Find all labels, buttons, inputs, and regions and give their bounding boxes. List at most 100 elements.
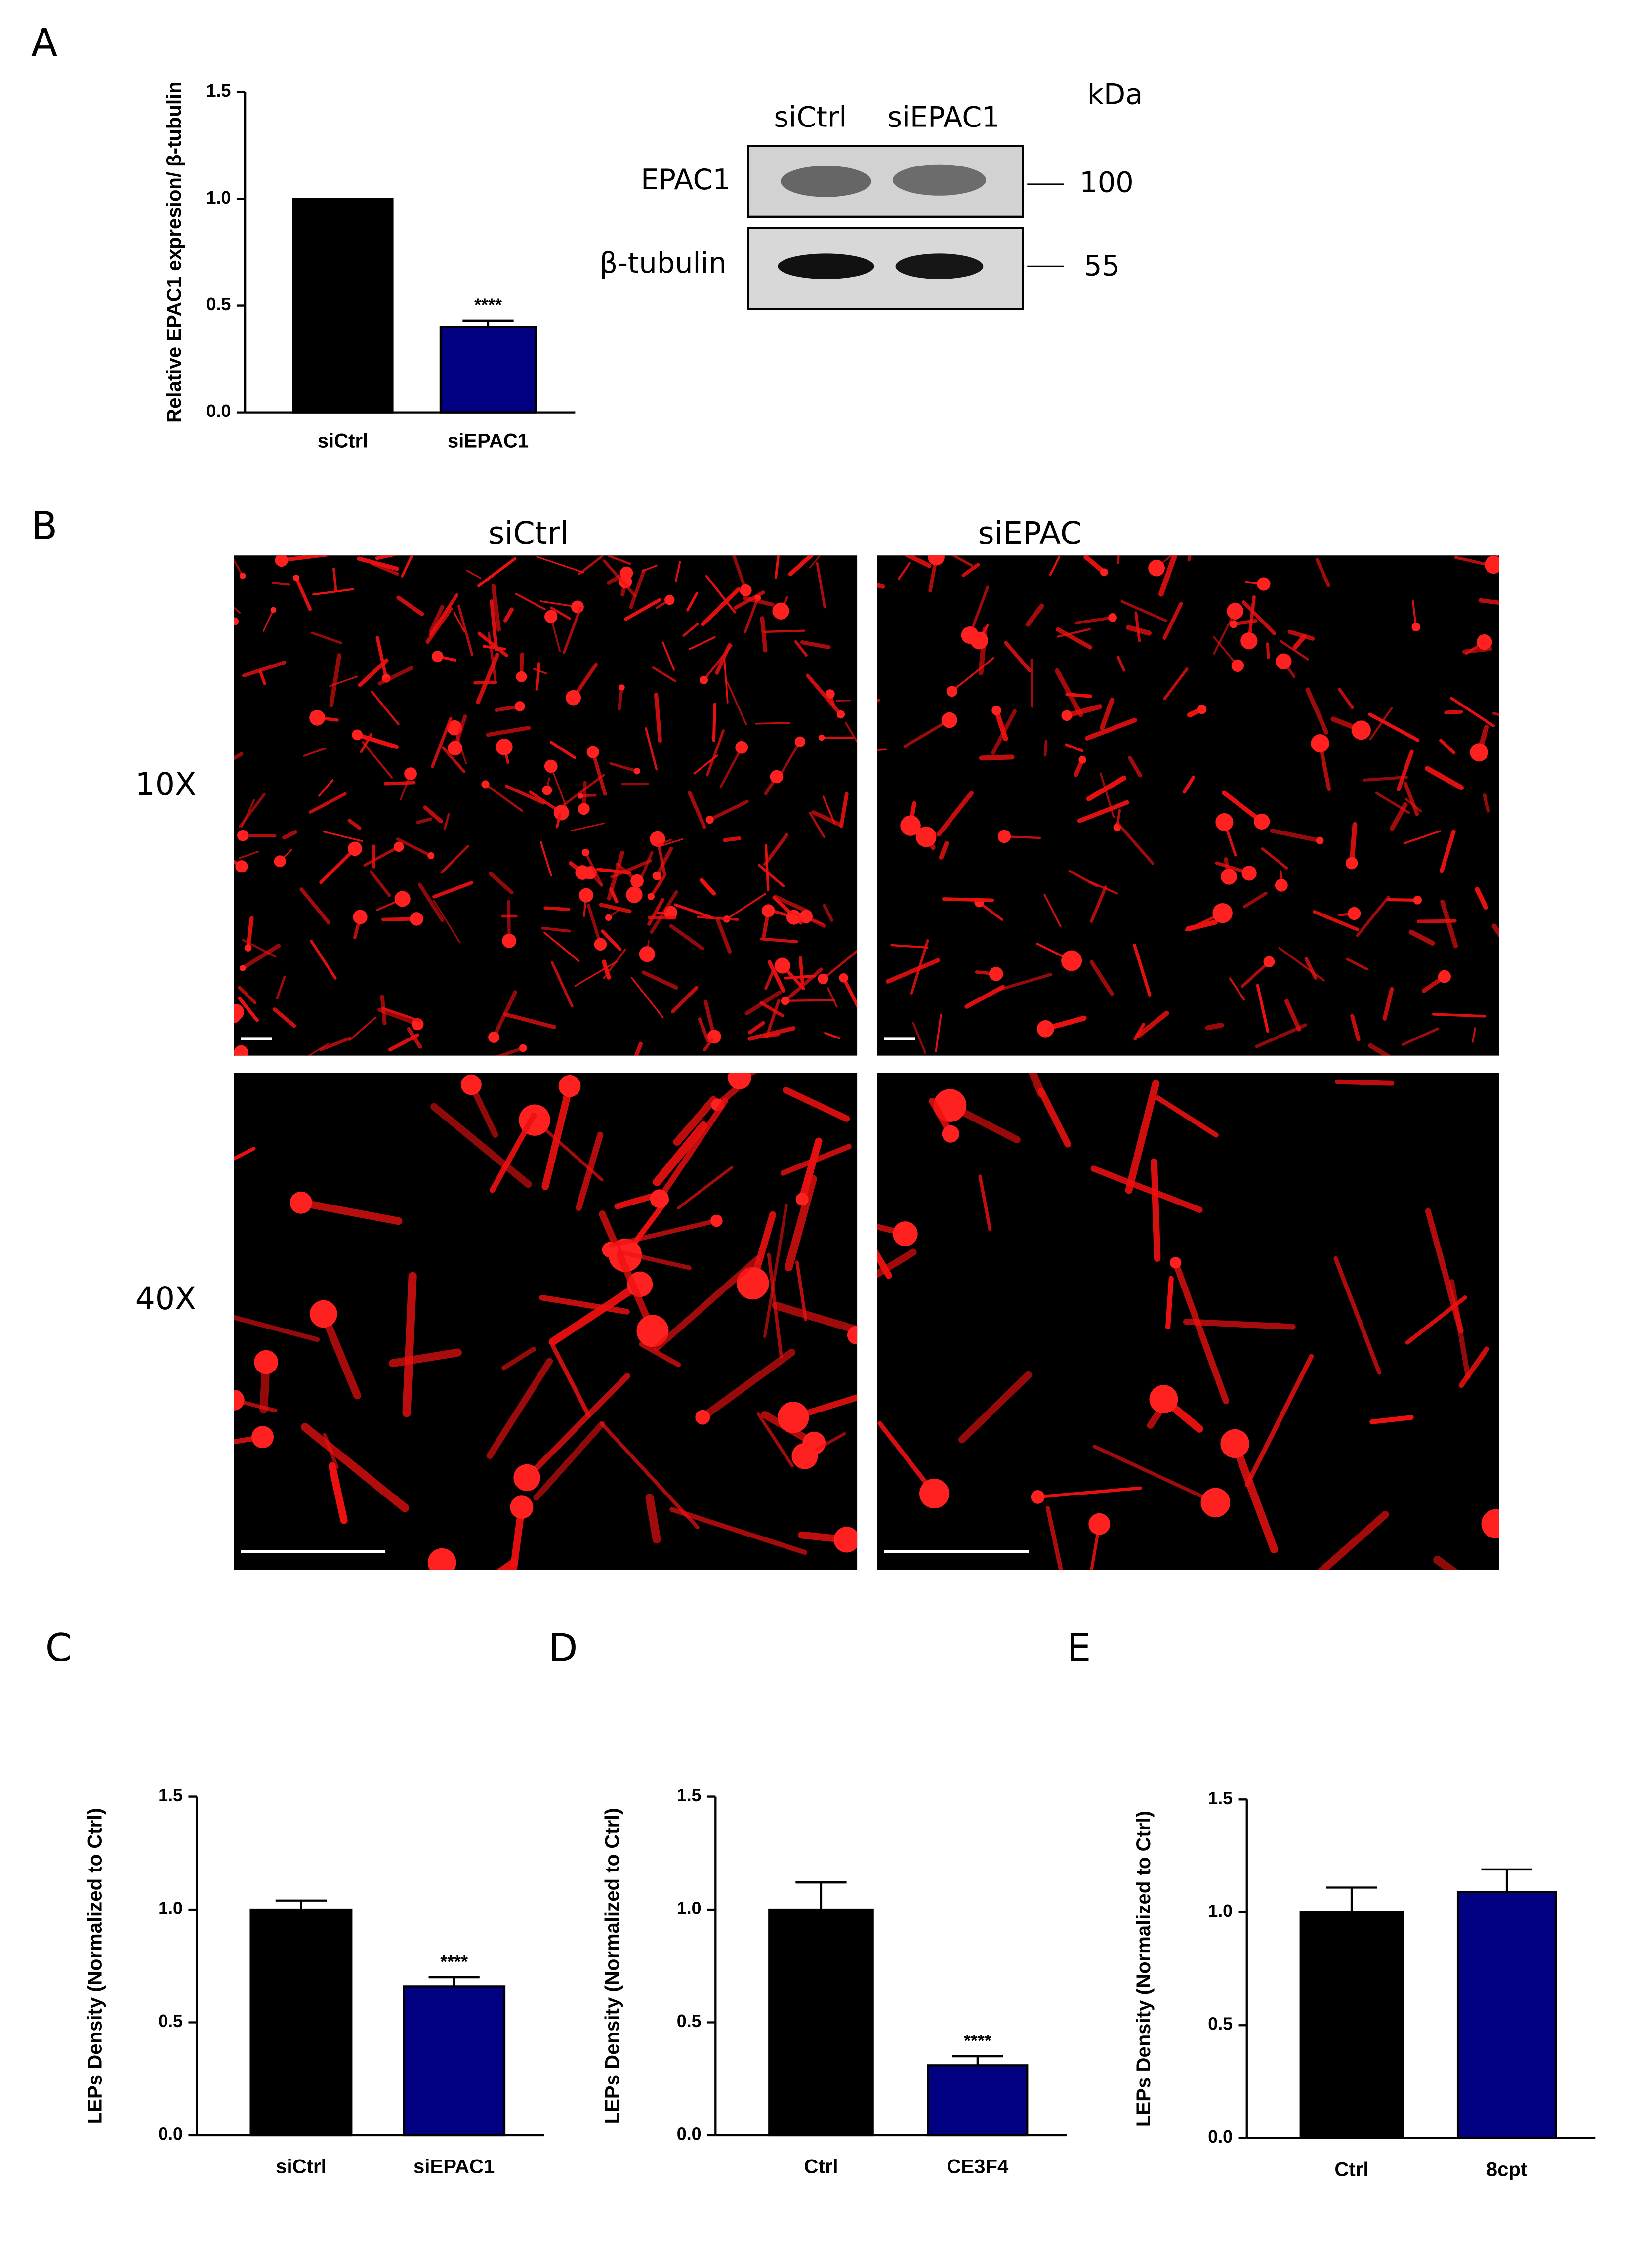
y-tick-label: 1.0 (206, 188, 231, 208)
cell (1424, 766, 1464, 790)
cell (650, 890, 678, 934)
cell-body (1263, 956, 1275, 968)
cell-body (1229, 620, 1238, 628)
cell-body (1061, 710, 1073, 721)
cell (234, 1014, 236, 1024)
cell-body (847, 1326, 858, 1345)
cell (1045, 1505, 1063, 1570)
cell (1408, 929, 1435, 946)
cell-body (254, 1350, 278, 1374)
y-tick-label: 0.5 (158, 2011, 183, 2031)
cell (1183, 1319, 1296, 1330)
cell (486, 726, 531, 737)
cell (482, 645, 506, 651)
cells (234, 555, 1499, 1570)
cell-body (833, 1527, 858, 1553)
cell (705, 575, 736, 614)
cell (811, 810, 843, 828)
cell-group (877, 1073, 1499, 1570)
cell (328, 1462, 348, 1524)
cell (258, 669, 266, 685)
cell (845, 722, 858, 744)
cell-body (710, 1214, 723, 1227)
cell-body (705, 816, 714, 824)
cell (655, 846, 673, 878)
cell (1472, 1027, 1476, 1043)
cell (234, 558, 244, 577)
cell (425, 607, 453, 644)
cell (1134, 611, 1141, 642)
cell (396, 837, 433, 858)
cell (723, 658, 729, 704)
cell-group (234, 1073, 858, 1570)
significance: **** (440, 1952, 468, 1972)
panel-letter: E (1067, 1626, 1091, 1670)
y-tick-label: 1.5 (158, 1786, 183, 1805)
cell-body (1200, 1488, 1231, 1518)
cell (1317, 1511, 1389, 1570)
cell (549, 606, 571, 620)
cell-body (293, 575, 299, 581)
cell (634, 1041, 643, 1056)
cell (272, 582, 290, 586)
cell (319, 847, 357, 884)
cell (712, 703, 716, 742)
cell-body (481, 780, 490, 789)
cell-body (235, 860, 248, 873)
cell (885, 958, 940, 984)
cell (278, 555, 283, 558)
cell-body (431, 650, 444, 663)
bar (249, 1908, 353, 2137)
cell (939, 841, 949, 860)
cell (1458, 1346, 1489, 1388)
cell-body (1197, 704, 1207, 714)
cell-body (309, 709, 326, 726)
y-tick-label: 0.5 (1208, 2014, 1233, 2034)
cell (1279, 640, 1309, 661)
cell (246, 916, 254, 950)
cell (767, 1252, 783, 1358)
cell (503, 607, 514, 623)
cell (686, 592, 698, 612)
cell (682, 623, 699, 637)
cell-body (427, 852, 435, 860)
cell (715, 916, 732, 954)
magnification-label: 40X (135, 1280, 196, 1317)
cell-body (762, 904, 775, 917)
cell-body (571, 600, 584, 614)
cell-body (1212, 903, 1233, 923)
cell (1116, 555, 1120, 565)
cell (1240, 960, 1271, 988)
error-bar (1326, 1886, 1377, 1912)
cell (610, 859, 652, 879)
cell (645, 1494, 661, 1544)
cell (1491, 923, 1499, 938)
cell (764, 1033, 781, 1038)
cell (743, 596, 759, 634)
cell (950, 555, 974, 567)
cell (669, 1507, 808, 1555)
cell-body (544, 759, 558, 773)
cell (701, 587, 741, 626)
cell (234, 606, 241, 614)
cell (603, 948, 626, 979)
cell (1125, 1080, 1160, 1194)
cell-body (1275, 653, 1292, 670)
cell (839, 791, 849, 828)
cell-body (1351, 720, 1371, 740)
cell (543, 931, 580, 962)
cell (319, 1037, 351, 1051)
cell (877, 1248, 917, 1279)
cell (369, 870, 391, 897)
cell (1287, 629, 1315, 641)
cell (936, 790, 974, 837)
cell-body (1481, 1509, 1499, 1538)
cell-body (519, 1044, 527, 1052)
cell (375, 635, 388, 680)
cell-body (1241, 866, 1257, 881)
cell-body (1477, 634, 1492, 650)
cell (1074, 616, 1115, 625)
cell (1425, 1208, 1464, 1334)
cell (1312, 910, 1360, 931)
cell (440, 844, 470, 874)
